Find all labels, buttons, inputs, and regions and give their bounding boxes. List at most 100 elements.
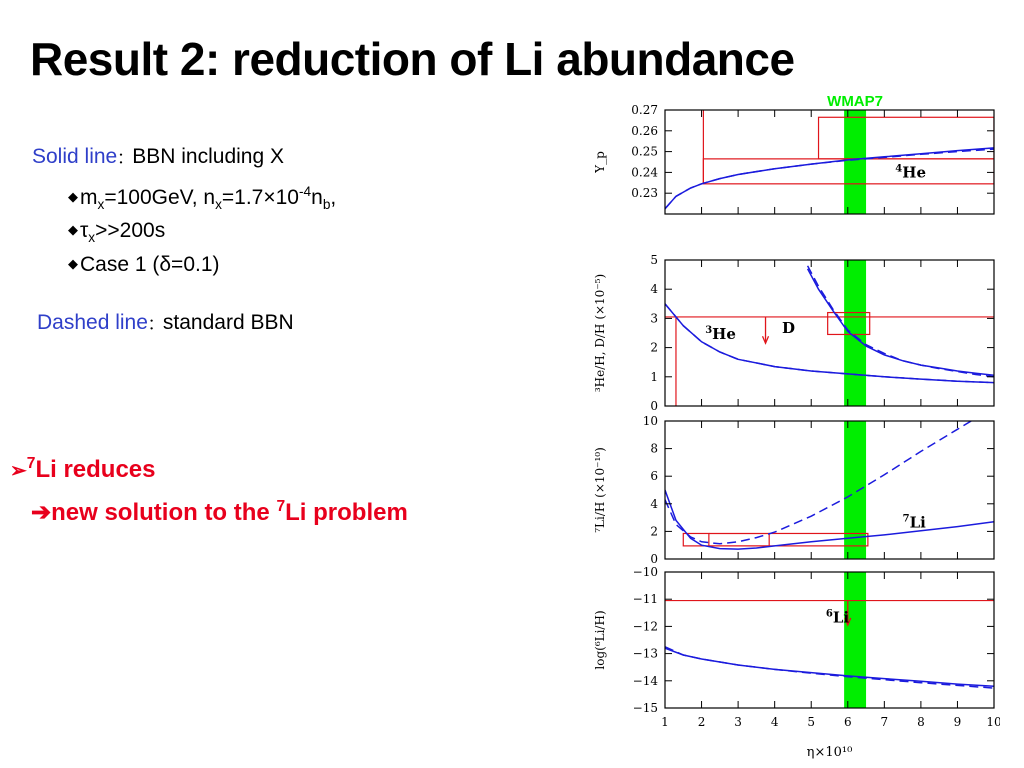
x-tick-label: 1 — [661, 715, 669, 729]
wmap-band — [844, 572, 867, 708]
observation-box — [817, 116, 994, 160]
y-tick-label: 0.24 — [631, 165, 658, 179]
panel-frame — [664, 109, 995, 215]
panel-content-3 — [665, 572, 994, 708]
y-tick-label: 0.26 — [631, 124, 658, 138]
species-label-name: He — [712, 325, 736, 343]
arrowhead — [761, 335, 770, 345]
bullet-case: ◆Case 1 (δ=0.1) — [68, 253, 220, 277]
li7-superscript: 7 — [276, 498, 286, 515]
arrowhead-bullet-icon: ➢ — [10, 460, 27, 482]
x-tick-label: 8 — [917, 715, 925, 729]
y-tick-label: −10 — [633, 565, 658, 579]
y-tick-label: −12 — [633, 619, 658, 633]
y-axis-label: log(⁶Li/H) — [593, 610, 607, 669]
dashed-curve — [665, 148, 994, 210]
new-solution-text: new solution to the — [51, 499, 277, 526]
right-arrow-icon: ➔ — [31, 499, 52, 526]
solid-curve — [665, 647, 994, 687]
x-tick-label: 7 — [881, 715, 889, 729]
y-tick-label: 0 — [650, 552, 658, 566]
observation-box — [768, 532, 869, 547]
species-label-superscript: 3 — [705, 325, 712, 336]
y-axis-label: ³He/H, D/H (×10⁻⁵) — [593, 274, 607, 392]
x-tick-label: 3 — [734, 715, 742, 729]
li7-superscript: 7 — [26, 455, 36, 472]
y-axis-label: ⁷Li/H (×10⁻¹⁰) — [593, 447, 607, 533]
lifetime-value: >>200s — [95, 219, 166, 242]
species-label-name: Li — [910, 513, 927, 531]
solid-line-legend: Solid line：BBN including X — [32, 145, 284, 169]
species-label-name: Li — [833, 608, 850, 626]
baryon-symbol: n — [311, 186, 323, 209]
solid-curve — [665, 303, 994, 384]
result-line-2: ➔new solution to the 7Li problem — [31, 498, 408, 527]
wmap-band — [844, 110, 867, 214]
density-subscript: x — [215, 197, 222, 213]
panel-frame — [664, 420, 995, 560]
y-tick-label: −14 — [633, 674, 659, 688]
case-text: Case 1 (δ=0.1) — [80, 253, 220, 276]
dashed-line-separator: ： — [147, 316, 163, 333]
dashed-curve — [665, 303, 994, 384]
y-tick-label: 5 — [650, 253, 658, 267]
species-label: 3He — [705, 325, 736, 343]
mass-symbol: m — [80, 186, 98, 209]
solid-curve-deuterium — [806, 268, 994, 377]
diamond-bullet-icon: ◆ — [68, 189, 78, 204]
y-tick-label: 8 — [650, 442, 658, 456]
y-tick-label: 0.27 — [631, 103, 658, 117]
density-exponent: -4 — [299, 184, 312, 199]
species-label-name: He — [902, 164, 926, 182]
x-tick-label: 6 — [844, 715, 852, 729]
y-tick-label: −13 — [633, 647, 658, 661]
solid-line-separator: ： — [117, 150, 133, 167]
observation-box — [827, 311, 871, 336]
y-tick-label: 10 — [643, 414, 658, 428]
y-tick-label: −15 — [633, 701, 658, 715]
x-tick-label: 2 — [698, 715, 706, 729]
dashed-line-description: standard BBN — [162, 311, 294, 334]
wmap7-label: WMAP7 — [827, 96, 883, 110]
wmap-band — [844, 421, 867, 559]
slide-title: Result 2: reduction of Li abundance — [30, 33, 795, 85]
species-label: 6Li — [826, 608, 850, 626]
mass-subscript: x — [97, 197, 105, 213]
arrowhead — [844, 617, 852, 627]
baryon-subscript: b — [322, 197, 331, 213]
mass-value: =100GeV, n — [104, 186, 216, 209]
dashed-line-label: Dashed line — [37, 311, 148, 334]
tau-subscript: x — [88, 230, 96, 246]
y-tick-label: −11 — [633, 592, 658, 606]
x-axis-label: η×10¹⁰ — [807, 745, 853, 760]
y-axis-label: Y_p — [593, 151, 607, 174]
result-line-1: ➢7Li reduces — [10, 456, 156, 484]
y-tick-label: 6 — [650, 469, 658, 483]
species-label-superscript: 7 — [903, 513, 910, 524]
dashed-curve — [665, 421, 973, 545]
dashed-line-legend: Dashed line：standard BBN — [37, 311, 294, 335]
solid-curve — [665, 147, 994, 210]
bullet-mass: ◆mx=100GeV, nx=1.7×10-4nb, — [68, 184, 337, 213]
tau-symbol: τ — [80, 219, 89, 242]
y-tick-label: 3 — [650, 311, 658, 325]
species-label: 4He — [895, 164, 926, 182]
y-tick-label: 0.25 — [631, 145, 658, 159]
li-reduces-text: Li reduces — [35, 456, 156, 483]
panel-content-0 — [665, 110, 994, 214]
wmap-band — [844, 260, 867, 406]
species-label-superscript: 6 — [826, 608, 833, 619]
x-tick-label: 10 — [986, 715, 1000, 729]
observation-box — [682, 532, 710, 547]
y-tick-label: 4 — [650, 497, 658, 511]
y-tick-label: 2 — [650, 341, 658, 355]
panel-frame — [664, 571, 995, 709]
x-tick-label: 5 — [807, 715, 815, 729]
diamond-bullet-icon: ◆ — [68, 222, 78, 237]
bullet-lifetime: ◆τx>>200s — [68, 219, 166, 246]
species-label: D — [782, 319, 795, 337]
species-label-superscript: 4 — [895, 164, 902, 175]
bullet-comma: , — [330, 186, 337, 209]
density-value: =1.7×10 — [221, 186, 299, 209]
x-tick-label: 4 — [771, 715, 779, 729]
